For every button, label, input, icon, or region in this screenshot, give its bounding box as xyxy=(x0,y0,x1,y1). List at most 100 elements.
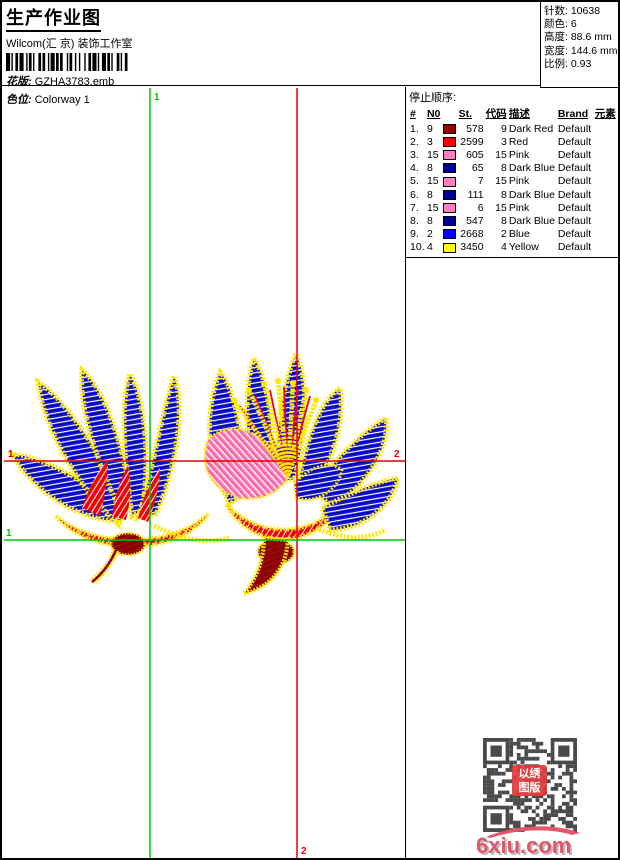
column-header xyxy=(442,106,458,122)
table-cell: 9. xyxy=(410,228,419,241)
column-header: Brand xyxy=(557,107,589,120)
watermark-text: 6xiu.com xyxy=(476,833,572,858)
table-cell: Default xyxy=(557,135,592,148)
stat-height: 高度: 88.6 mm xyxy=(544,31,612,44)
table-cell: 8 xyxy=(500,214,507,227)
table-cell: Pink xyxy=(508,175,530,188)
table-cell: 2 xyxy=(426,228,433,241)
stat-scale: 比例: 0.93 xyxy=(544,57,592,70)
table-cell: 7 xyxy=(477,175,484,188)
table-cell: 8. xyxy=(410,214,419,227)
table-cell: Default xyxy=(557,148,592,161)
thread-color-swatch xyxy=(442,150,456,161)
column-header: # xyxy=(410,107,416,120)
table-cell: Pink xyxy=(508,148,530,161)
table-cell: 9 xyxy=(426,122,433,135)
column-header: 描述 xyxy=(508,108,530,120)
swatch-cell xyxy=(442,241,458,254)
thread-color-swatch xyxy=(442,216,456,227)
stop-sequence-block: 停止顺序: # N0 St. 代码 描述 Brand 元素 1. 9 578 9 Dark Red D… xyxy=(406,87,618,258)
thread-color-swatch xyxy=(442,202,456,213)
swatch-cell xyxy=(442,122,458,135)
table-row: 9. 2 2668 2 Blue Default xyxy=(409,228,617,241)
site-watermark: 6xiu.com xyxy=(470,819,590,858)
table-cell: Default xyxy=(557,214,592,227)
table-cell xyxy=(594,201,617,214)
table-cell: 4. xyxy=(410,162,419,175)
table-cell: Default xyxy=(557,122,592,135)
table-cell: Blue xyxy=(508,228,530,241)
qr-code-image xyxy=(483,738,577,832)
marker-label-hgreen: 1 xyxy=(6,528,12,539)
table-cell: 3. xyxy=(410,148,419,161)
table-cell: 8 xyxy=(426,214,433,227)
table-cell: 578 xyxy=(466,122,484,135)
pattern-file-value: GZHA3783.emb xyxy=(34,76,115,88)
table-cell: Dark Blue xyxy=(508,214,555,227)
swatch-cell xyxy=(442,148,458,161)
thread-color-swatch xyxy=(442,229,456,240)
table-cell: Yellow xyxy=(508,241,539,254)
table-cell: Dark Blue xyxy=(508,162,555,175)
left-flower xyxy=(7,365,231,585)
table-cell: Dark Red xyxy=(508,122,554,135)
embroidery-design: 1 2 1 2 1 xyxy=(4,88,405,858)
stop-sequence-title: 停止顺序: xyxy=(409,92,457,104)
table-cell: 2668 xyxy=(460,228,484,241)
table-cell: Default xyxy=(557,175,592,188)
table-cell: 3450 xyxy=(460,241,484,254)
marker-label-hred-right: 2 xyxy=(394,449,400,460)
stamen-tips xyxy=(231,378,319,403)
pattern-file-label: 花版: xyxy=(6,76,32,88)
thread-color-swatch xyxy=(442,137,456,147)
table-cell: Dark Blue xyxy=(508,188,555,201)
table-cell xyxy=(594,135,617,148)
table-cell: 8 xyxy=(500,188,507,201)
table-cell: 15 xyxy=(495,148,507,161)
table-cell: Default xyxy=(557,201,592,214)
qr-seal-line2: 图版 xyxy=(518,782,541,794)
pattern-file-line: 花版: GZHA3783.emb xyxy=(6,73,536,89)
table-cell: 5. xyxy=(410,175,419,188)
table-row: 1. 9 578 9 Dark Red Default xyxy=(409,122,617,135)
colorway-value: Colorway 1 xyxy=(34,94,90,106)
table-cell: 7. xyxy=(410,201,419,214)
table-cell: 8 xyxy=(500,162,507,175)
thread-color-swatch xyxy=(442,123,456,134)
table-cell xyxy=(594,241,617,254)
column-header: N0 xyxy=(426,107,441,120)
table-cell: Default xyxy=(557,162,592,175)
swatch-cell xyxy=(442,175,458,188)
thread-color-swatch xyxy=(442,242,456,253)
table-cell: 8 xyxy=(426,162,433,175)
swatch-cell xyxy=(442,214,458,227)
swatch-cell xyxy=(442,201,458,214)
table-cell: 15 xyxy=(495,201,507,214)
thread-color-swatch xyxy=(442,163,456,174)
table-row: 7. 15 6 15 Pink Default xyxy=(409,201,617,214)
table-cell: 111 xyxy=(467,188,484,201)
qr-seal-line1: 以绣 xyxy=(518,768,541,780)
stat-stitches: 针数: 10638 xyxy=(544,5,601,17)
marker-label-hred-left: 1 xyxy=(8,449,14,460)
table-cell: 65 xyxy=(471,162,484,175)
table-cell xyxy=(594,188,617,201)
table-cell xyxy=(594,214,617,227)
table-cell: Red xyxy=(508,135,529,148)
table-cell: Default xyxy=(557,188,592,201)
table-cell xyxy=(594,122,617,135)
marker-label-vgreen: 1 xyxy=(154,92,160,103)
table-cell: 2 xyxy=(500,228,507,241)
stat-width: 宽度: 144.6 mm xyxy=(544,44,618,57)
table-row: 10. 4 3450 4 Yellow Default xyxy=(409,241,617,254)
colorway-label: 色位: xyxy=(6,94,32,106)
swatch-cell xyxy=(442,228,458,241)
column-header: 代码 xyxy=(485,108,507,120)
page-title: 生产作业图 xyxy=(6,4,101,32)
stat-colors: 颜色: 6 xyxy=(544,18,577,31)
table-row: 3. 15 605 15 Pink Default xyxy=(409,148,617,161)
table-cell: 6 xyxy=(477,201,484,214)
swatch-cell xyxy=(442,188,458,201)
table-cell: Default xyxy=(557,228,592,241)
